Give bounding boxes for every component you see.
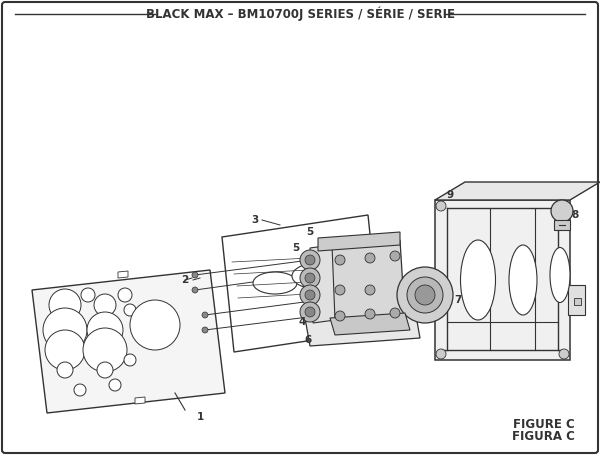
- Circle shape: [305, 255, 315, 265]
- Polygon shape: [435, 200, 570, 360]
- Ellipse shape: [253, 272, 297, 294]
- Circle shape: [83, 328, 127, 372]
- Circle shape: [45, 330, 85, 370]
- Circle shape: [335, 285, 345, 295]
- Ellipse shape: [292, 263, 344, 289]
- Text: 9: 9: [446, 190, 454, 200]
- Text: 7: 7: [454, 295, 461, 305]
- Polygon shape: [118, 271, 128, 278]
- Circle shape: [305, 290, 315, 300]
- Text: BLACK MAX – BM10700J SERIES / SÉRIE / SERIE: BLACK MAX – BM10700J SERIES / SÉRIE / SE…: [146, 7, 455, 21]
- Text: FIGURA C: FIGURA C: [512, 430, 575, 444]
- Circle shape: [335, 255, 345, 265]
- Circle shape: [124, 354, 136, 366]
- Circle shape: [365, 309, 375, 319]
- Text: 6: 6: [304, 335, 311, 345]
- Polygon shape: [330, 313, 410, 335]
- Circle shape: [436, 349, 446, 359]
- Circle shape: [390, 251, 400, 261]
- Text: 4: 4: [298, 317, 305, 327]
- Polygon shape: [330, 240, 405, 325]
- Circle shape: [305, 307, 315, 317]
- Text: 5: 5: [307, 227, 314, 237]
- Ellipse shape: [509, 245, 537, 315]
- Circle shape: [118, 288, 132, 302]
- Ellipse shape: [550, 248, 570, 303]
- Circle shape: [365, 253, 375, 263]
- Polygon shape: [32, 270, 225, 413]
- Text: 2: 2: [181, 275, 188, 285]
- Circle shape: [300, 302, 320, 322]
- Circle shape: [365, 285, 375, 295]
- Circle shape: [305, 273, 315, 283]
- Circle shape: [74, 384, 86, 396]
- Circle shape: [559, 201, 569, 211]
- Circle shape: [87, 312, 123, 348]
- Text: 5: 5: [292, 243, 299, 253]
- Text: 1: 1: [196, 412, 203, 422]
- Circle shape: [94, 294, 116, 316]
- Circle shape: [300, 268, 320, 288]
- Ellipse shape: [461, 240, 496, 320]
- Polygon shape: [435, 182, 600, 200]
- Polygon shape: [568, 285, 585, 315]
- Circle shape: [559, 349, 569, 359]
- Circle shape: [49, 289, 81, 321]
- Circle shape: [192, 272, 198, 278]
- Polygon shape: [310, 245, 335, 323]
- Ellipse shape: [335, 259, 375, 279]
- Text: 8: 8: [571, 210, 578, 220]
- Circle shape: [130, 300, 180, 350]
- Circle shape: [415, 285, 435, 305]
- Circle shape: [124, 304, 136, 316]
- Circle shape: [551, 200, 573, 222]
- Circle shape: [202, 327, 208, 333]
- Circle shape: [202, 312, 208, 318]
- Circle shape: [192, 287, 198, 293]
- Circle shape: [300, 285, 320, 305]
- Circle shape: [407, 277, 443, 313]
- Circle shape: [43, 308, 87, 352]
- Polygon shape: [554, 220, 570, 230]
- Circle shape: [109, 379, 121, 391]
- Circle shape: [300, 250, 320, 270]
- Polygon shape: [222, 215, 380, 352]
- Circle shape: [57, 362, 73, 378]
- Circle shape: [81, 288, 95, 302]
- Polygon shape: [305, 310, 420, 346]
- Polygon shape: [135, 397, 145, 404]
- Circle shape: [436, 201, 446, 211]
- Circle shape: [390, 308, 400, 318]
- Text: FIGURE C: FIGURE C: [513, 419, 575, 431]
- Polygon shape: [318, 232, 400, 251]
- Bar: [574, 298, 581, 305]
- Circle shape: [97, 362, 113, 378]
- Circle shape: [397, 267, 453, 323]
- Text: 3: 3: [251, 215, 259, 225]
- Circle shape: [335, 311, 345, 321]
